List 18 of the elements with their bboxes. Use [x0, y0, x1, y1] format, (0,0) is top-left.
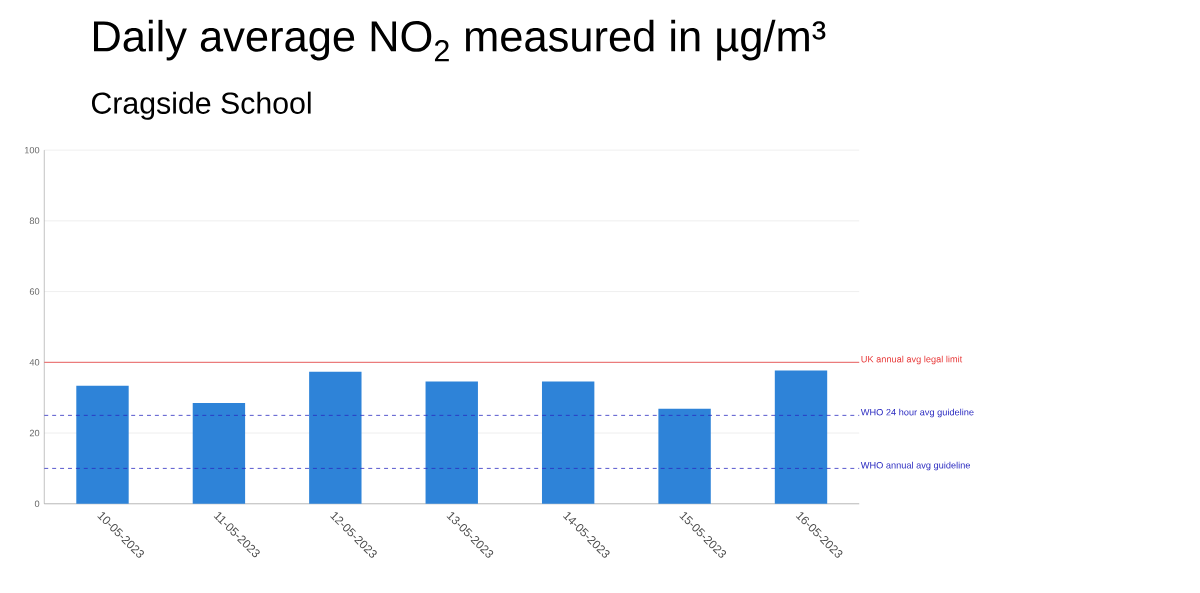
y-tick-label: 60	[29, 288, 40, 296]
bar	[309, 372, 362, 504]
y-tick-label: 80	[29, 217, 40, 225]
y-tick-label: 20	[29, 429, 40, 437]
y-tick-label: 100	[24, 147, 40, 154]
bar	[192, 403, 246, 504]
bar	[541, 381, 595, 504]
ref-line-label: UK annual avg legal limit	[861, 355, 963, 365]
y-tick-label: 0	[34, 500, 40, 508]
ref-line-label: WHO annual avg guideline	[860, 461, 971, 471]
ref-line-label: WHO 24 hour avg guideline	[860, 408, 974, 418]
chart-subtitle: Cragside School	[91, 91, 311, 121]
bar	[658, 408, 711, 504]
bar	[76, 385, 129, 504]
bar	[774, 370, 828, 504]
y-tick-label: 40	[29, 359, 40, 366]
bar	[425, 381, 478, 504]
chart-title: Daily average NO$_{2}$ measured in µg/m³	[94, 20, 826, 62]
